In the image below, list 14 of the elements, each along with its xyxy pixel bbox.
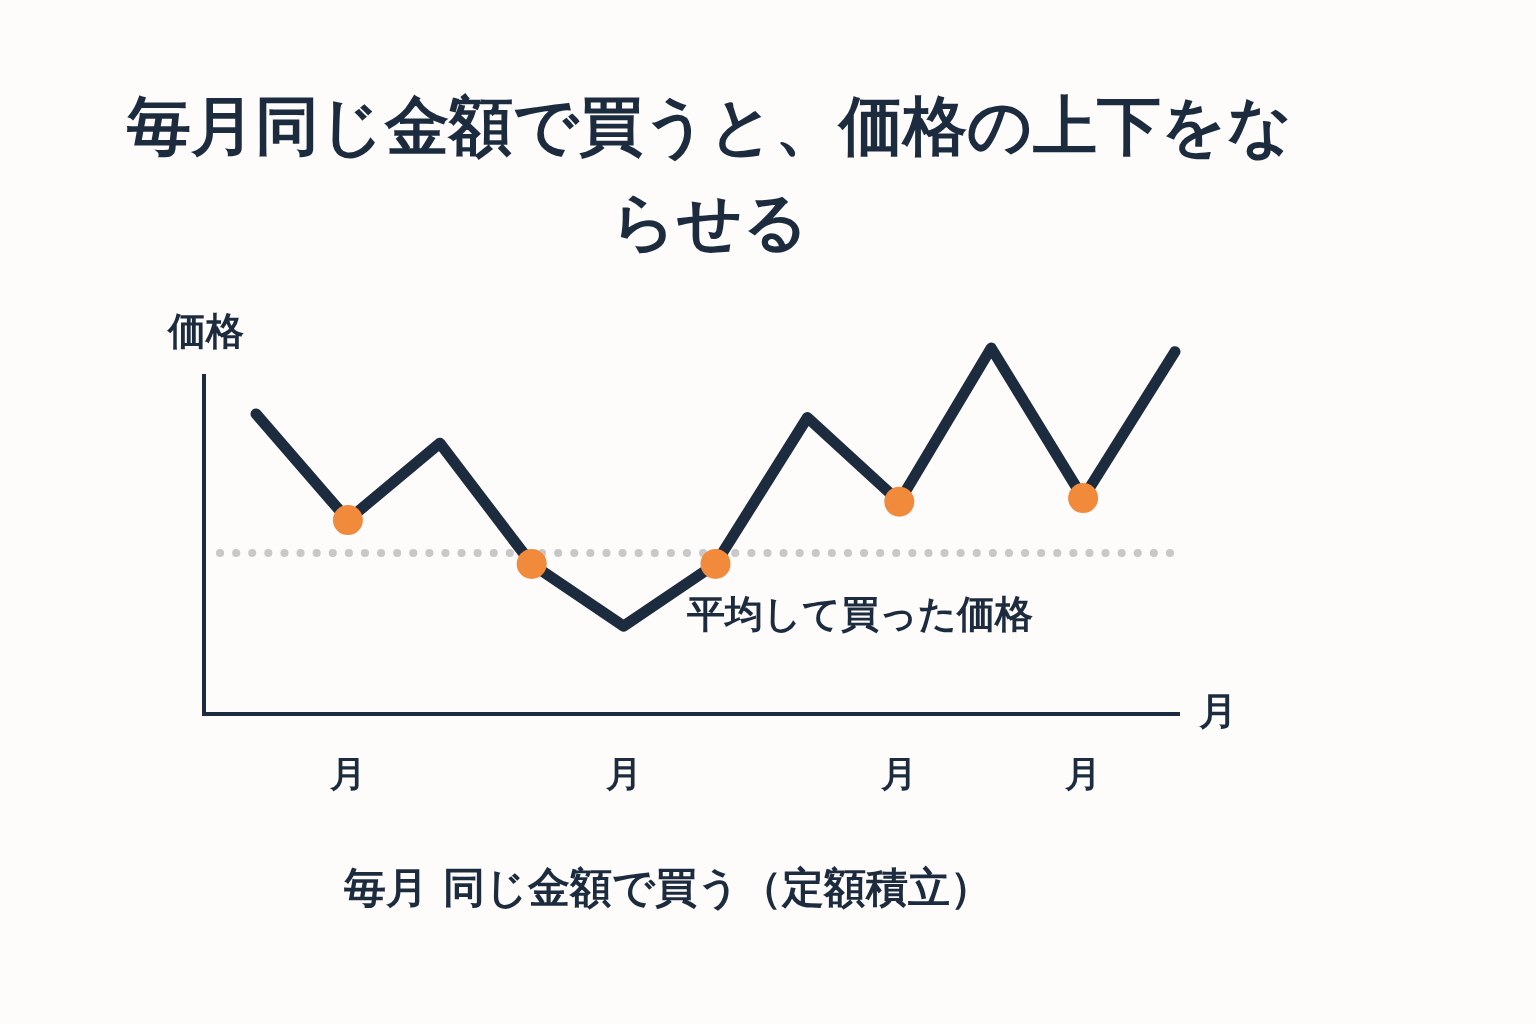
text: 毎月 同じ金額で買う（定額積立） (343, 863, 992, 912)
y-axis-title: 価格 (166, 309, 244, 353)
x-tick-label: 月 (880, 753, 918, 794)
chart-title: 毎月同じ金額で買うと、価格の上下をならせる (126, 88, 1294, 261)
x-tick-label: 月 (1064, 753, 1102, 794)
x-tick-label: 月 (604, 753, 642, 794)
x-tick-label: 月 (328, 753, 366, 794)
point (1068, 483, 1099, 514)
x-axis-title: 月 (1198, 689, 1237, 733)
point (700, 548, 731, 579)
ref-line-label: 平均して買った価格 (687, 591, 1033, 636)
point (884, 486, 915, 517)
point (516, 548, 547, 579)
point (332, 505, 363, 536)
